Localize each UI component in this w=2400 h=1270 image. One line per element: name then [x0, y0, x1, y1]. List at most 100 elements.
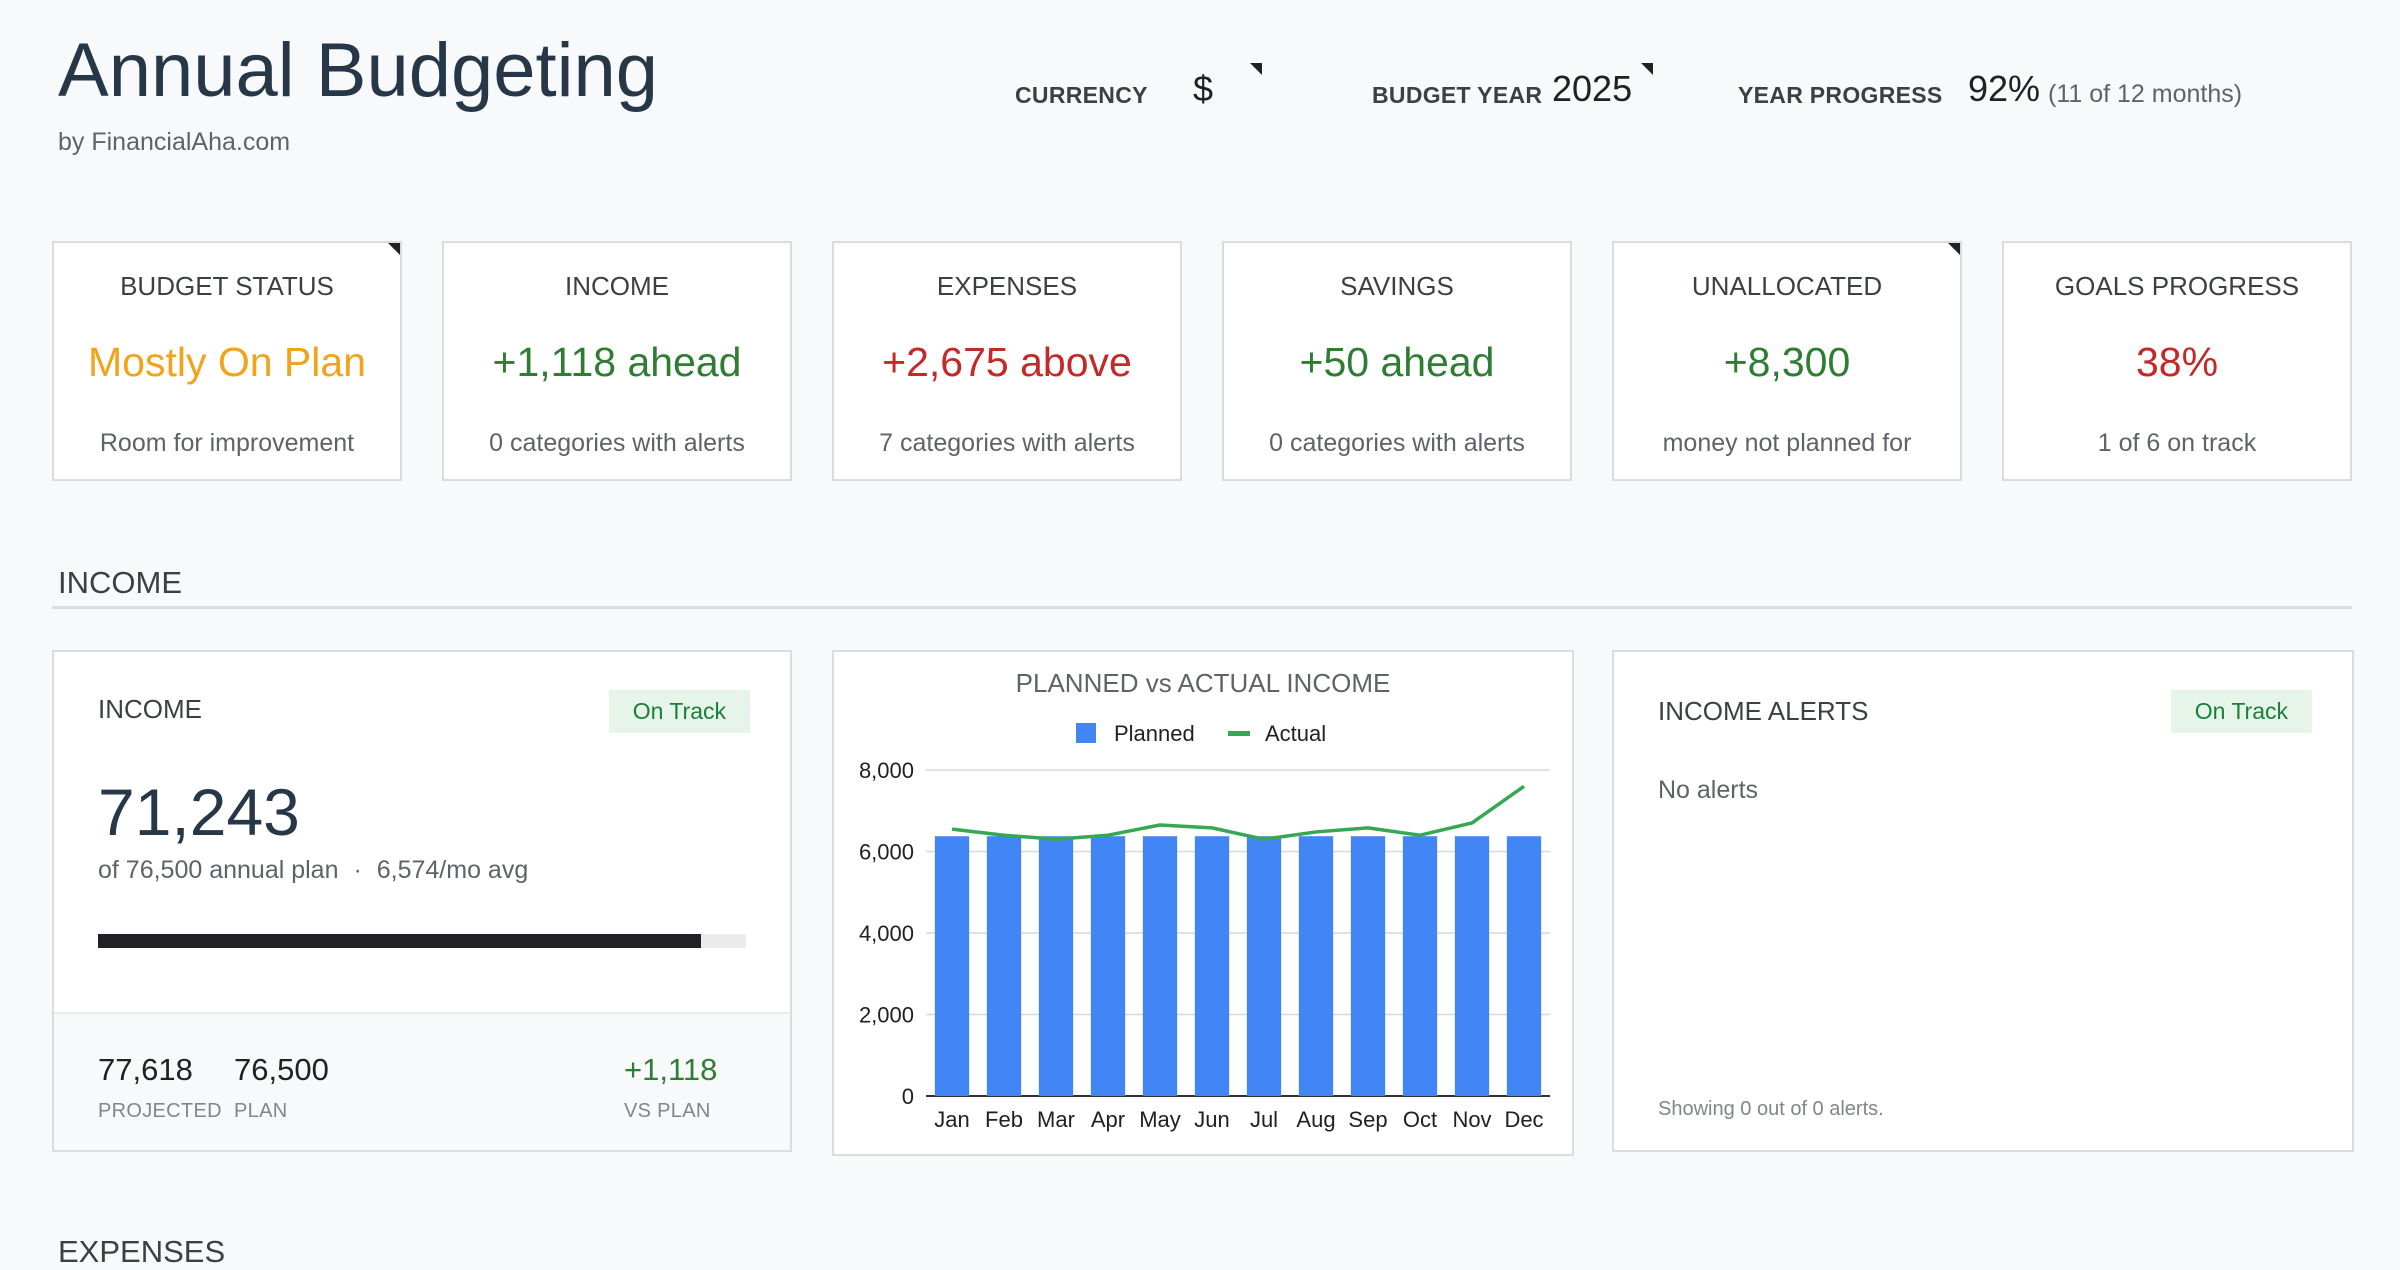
year-progress-value: 92% [1968, 68, 2041, 109]
section-title-expenses: EXPENSES [58, 1234, 226, 1269]
plan-value: 76,500 [234, 1052, 329, 1087]
kpi-label: INCOME [565, 271, 669, 301]
income-chart-card: PLANNED vs ACTUAL INCOME Planned Actual … [832, 650, 1574, 1156]
kpi-value: +2,675 above [882, 339, 1132, 385]
kpi-label: UNALLOCATED [1691, 271, 1883, 301]
chart-bars [934, 836, 1542, 1096]
income-footer: 77,618 PROJECTED 76,500 PLAN +1,118 VS P… [54, 1012, 790, 1150]
status-badge: On Track [2170, 690, 2312, 733]
bar-planned-sep [1350, 836, 1386, 1096]
bar-planned-dec [1506, 836, 1542, 1096]
chart-title: PLANNED vs ACTUAL INCOME [1016, 668, 1391, 698]
bar-planned-aug [1298, 836, 1334, 1096]
projected-value: 77,618 [98, 1052, 193, 1087]
byline: by FinancialAha.com [58, 128, 291, 156]
kpi-value: +8,300 [1723, 339, 1851, 385]
year-progress-detail: (11 of 12 months) [2048, 80, 2243, 108]
annual-plan-text: of 76,500 annual plan [98, 856, 339, 884]
bar-planned-oct [1402, 836, 1438, 1096]
y-tick-label: 6,000 [859, 840, 914, 865]
y-tick-label: 4,000 [859, 921, 914, 946]
x-tick-label: Oct [1403, 1107, 1437, 1132]
legend-label-actual: Actual [1265, 721, 1326, 746]
chart-gridlines [926, 769, 1550, 1097]
x-tick-label: Apr [1091, 1107, 1125, 1132]
x-tick-label: Dec [1504, 1107, 1543, 1132]
kpi-label: SAVINGS [1340, 271, 1454, 301]
legend-swatch-actual [1228, 731, 1250, 736]
kpi-value: +1,118 ahead [492, 339, 742, 385]
kpi-subtext: 1 of 6 on track [2097, 429, 2257, 457]
budget-year-label: BUDGET YEAR [1372, 82, 1543, 108]
planned-vs-actual-chart: PLANNED vs ACTUAL INCOME Planned Actual … [859, 668, 1550, 1132]
vs-plan-value: +1,118 [624, 1052, 718, 1087]
bar-planned-jan [934, 836, 970, 1096]
chart-actual-line [951, 784, 1526, 842]
legend-label-planned: Planned [1114, 721, 1195, 746]
year-progress-label: YEAR PROGRESS [1738, 82, 1943, 108]
x-tick-label: Sep [1348, 1107, 1387, 1132]
x-tick-label: Mar [1037, 1107, 1075, 1132]
kpi-subtext: Room for improvement [99, 429, 355, 457]
monthly-avg-text: 6,574/mo avg [376, 856, 529, 884]
kpi-expenses: EXPENSES +2,675 above 7 categories with … [832, 241, 1182, 481]
bar-planned-jun [1194, 836, 1230, 1096]
plan-label: PLAN [234, 1100, 288, 1122]
currency-label: CURRENCY [1015, 82, 1148, 108]
kpi-goals-progress: GOALS PROGRESS 38% 1 of 6 on track [2002, 241, 2352, 481]
kpi-subtext: money not planned for [1662, 429, 1912, 457]
series-line-actual [951, 784, 1526, 842]
bar-planned-nov [1454, 836, 1490, 1096]
income-card-title: INCOME [98, 694, 202, 724]
cell-note-marker [1948, 243, 1960, 255]
cell-note-marker [1641, 63, 1653, 75]
chart-legend: Planned Actual [1076, 721, 1326, 746]
budget-year-input[interactable]: 2025 [1552, 68, 1633, 109]
income-alerts-card: INCOME ALERTS On Track No alerts Showing… [1612, 650, 2354, 1152]
kpi-unallocated: UNALLOCATED +8,300 money not planned for [1612, 241, 1962, 481]
kpi-value: Mostly On Plan [88, 339, 366, 385]
status-badge: On Track [608, 690, 750, 733]
separator-dot: · [353, 856, 362, 884]
projected-label: PROJECTED [98, 1100, 222, 1122]
income-card: INCOME On Track 71,243 of 76,500 annual … [52, 650, 792, 1152]
bar-planned-mar [1038, 836, 1074, 1096]
y-tick-label: 0 [902, 1084, 914, 1109]
legend-swatch-planned [1076, 723, 1096, 743]
bar-planned-feb [986, 836, 1022, 1096]
section-title-income: INCOME [58, 565, 182, 600]
x-tick-label: Feb [985, 1107, 1023, 1132]
income-plan-text: of 76,500 annual plan · 6,574/mo avg [98, 856, 528, 885]
bar-planned-may [1142, 836, 1178, 1096]
kpi-budget-status: BUDGET STATUS Mostly On Plan Room for im… [52, 241, 402, 481]
x-tick-label: Nov [1452, 1107, 1491, 1132]
page-title: Annual Budgeting [58, 28, 659, 113]
kpi-subtext: 0 categories with alerts [489, 429, 745, 457]
alerts-count: Showing 0 out of 0 alerts. [1658, 1098, 1884, 1120]
chart-y-axis: 0 2,000 4,000 6,000 8,000 [859, 758, 914, 1109]
kpi-label: BUDGET STATUS [120, 271, 334, 301]
x-tick-label: Jul [1250, 1107, 1278, 1132]
kpi-value: 38% [2135, 339, 2219, 385]
alerts-empty-message: No alerts [1658, 776, 1759, 804]
chart-x-axis: Jan Feb Mar Apr May Jun Jul Aug Sep Oct Nov Dec [934, 1107, 1543, 1132]
cell-note-marker [1250, 63, 1262, 75]
alerts-title: INCOME ALERTS [1658, 696, 1869, 726]
x-tick-label: Aug [1296, 1107, 1335, 1132]
kpi-savings: SAVINGS +50 ahead 0 categories with aler… [1222, 241, 1572, 481]
income-progress-bar [98, 934, 746, 948]
cell-note-marker [388, 243, 400, 255]
vs-plan-label: VS PLAN [624, 1100, 711, 1122]
y-tick-label: 8,000 [859, 758, 914, 783]
income-actual-value: 71,243 [98, 775, 300, 849]
kpi-subtext: 0 categories with alerts [1269, 429, 1525, 457]
section-divider [52, 606, 2352, 609]
kpi-income: INCOME +1,118 ahead 0 categories with al… [442, 241, 792, 481]
kpi-label: GOALS PROGRESS [2054, 271, 2300, 301]
kpi-subtext: 7 categories with alerts [879, 429, 1135, 457]
x-tick-label: May [1139, 1107, 1181, 1132]
y-tick-label: 2,000 [859, 1003, 914, 1028]
income-progress-fill [98, 934, 701, 948]
x-tick-label: Jan [934, 1107, 969, 1132]
currency-select[interactable]: $ [1193, 68, 1214, 109]
